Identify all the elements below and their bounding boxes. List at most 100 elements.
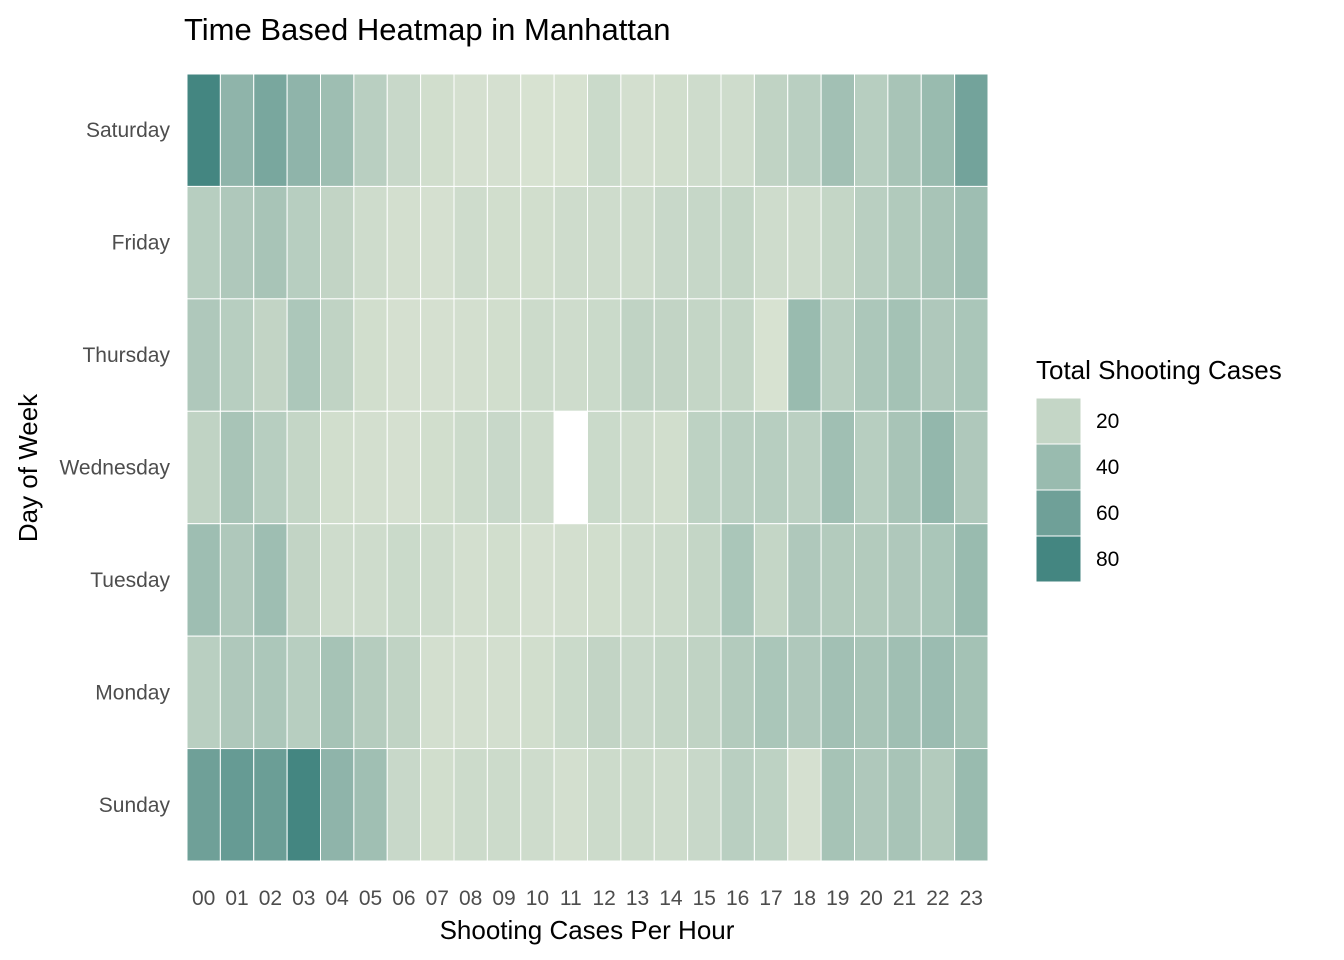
x-tick-label: 18 [793, 887, 816, 910]
heatmap-cell [720, 523, 755, 637]
heatmap-cell [854, 523, 889, 637]
x-tick-label: 04 [326, 887, 350, 910]
heatmap-cell [720, 410, 755, 525]
heatmap-cell [687, 73, 722, 187]
heatmap-cell [420, 298, 455, 412]
heatmap-cell [954, 73, 989, 187]
heatmap-cell [620, 748, 655, 862]
heatmap-cell [286, 748, 321, 862]
heatmap-cell [286, 410, 321, 525]
x-tick-label: 07 [426, 887, 449, 910]
heatmap-cell [386, 73, 422, 187]
heatmap-cell [687, 523, 722, 637]
legend-title: Total Shooting Cases [1036, 355, 1282, 385]
heatmap-cell [620, 635, 655, 750]
heatmap-cell [353, 185, 388, 300]
heatmap-cell [453, 523, 488, 637]
heatmap-cell [420, 73, 455, 187]
heatmap-cell [219, 298, 255, 412]
x-tick-label: 00 [192, 887, 215, 910]
heatmap-cell [186, 298, 221, 412]
heatmap-cell [920, 748, 956, 862]
heatmap-cell [386, 298, 422, 412]
heatmap-cell [787, 748, 822, 862]
x-axis-title: Shooting Cases Per Hour [440, 915, 735, 945]
heatmap-cell [286, 635, 321, 750]
heatmap-cell [420, 748, 455, 862]
heatmap-cell [353, 523, 388, 637]
x-tick-label: 06 [392, 887, 415, 910]
heatmap-cell [386, 635, 422, 750]
x-tick-label: 11 [560, 887, 582, 910]
y-tick-label: Saturday [86, 119, 171, 142]
heatmap-cell [820, 635, 855, 750]
heatmap-cell [320, 298, 355, 412]
x-tick-label: 01 [225, 887, 248, 910]
x-tick-label: 22 [926, 887, 949, 910]
heatmap-cell [353, 410, 388, 525]
heatmap-cell [753, 185, 789, 300]
heatmap-cell [186, 410, 221, 525]
heatmap-cell [720, 748, 755, 862]
heatmap-cell [253, 635, 288, 750]
heatmap-cell [253, 73, 288, 187]
heatmap-cell [219, 185, 255, 300]
x-axis-ticks: 00 01 02 03 04 05 06 07 08 09 10 11 12 13 14 15 16 17 18 19… [192, 887, 983, 910]
heatmap-cell [353, 298, 388, 412]
heatmap-cell [887, 185, 922, 300]
heatmap-cell [453, 635, 488, 750]
heatmap-cell [787, 523, 822, 637]
heatmap-cell [854, 73, 889, 187]
heatmap-cell [620, 298, 655, 412]
legend-key-swatch [1035, 535, 1082, 583]
chart-title: Time Based Heatmap in Manhattan [184, 12, 671, 47]
legend-key-swatch [1035, 489, 1082, 537]
heatmap-cell [687, 748, 722, 862]
heatmap-cell [920, 185, 956, 300]
heatmap-cell [787, 73, 822, 187]
heatmap-cell [587, 298, 622, 412]
x-tick-label: 08 [459, 887, 482, 910]
heatmap-cell [253, 185, 288, 300]
heatmap-cell [587, 748, 622, 862]
heatmap-cell [653, 185, 689, 300]
heatmap-cell [386, 748, 422, 862]
heatmap-cell [486, 185, 522, 300]
heatmap-cell [820, 748, 855, 862]
heatmap-cell [520, 748, 555, 862]
heatmap-cell [653, 523, 689, 637]
heatmap-cell [587, 523, 622, 637]
heatmap-cell [887, 410, 922, 525]
legend-key-label: 80 [1096, 548, 1119, 571]
heatmap-cell [320, 410, 355, 525]
heatmap-cell [553, 635, 588, 750]
heatmap-cell [753, 410, 789, 525]
y-tick-label: Thursday [82, 344, 170, 367]
heatmap-cell [620, 185, 655, 300]
heatmap-cell [553, 73, 588, 187]
heatmap-cell [453, 73, 488, 187]
heatmap-cell [653, 410, 689, 525]
heatmap-cells [186, 73, 989, 862]
heatmap-cell [253, 748, 288, 862]
legend-key-label: 60 [1096, 502, 1119, 525]
heatmap-cell [353, 635, 388, 750]
heatmap-cell [854, 635, 889, 750]
heatmap-cell [520, 298, 555, 412]
heatmap-cell [486, 73, 522, 187]
x-tick-label: 20 [860, 887, 883, 910]
heatmap-cell [553, 298, 588, 412]
heatmap-cell [186, 185, 221, 300]
x-tick-label: 09 [492, 887, 515, 910]
heatmap-cell [219, 748, 255, 862]
heatmap-cell [520, 635, 555, 750]
heatmap-cell [587, 410, 622, 525]
color-legend: Total Shooting Cases 20 40 60 80 [1035, 355, 1282, 583]
heatmap-cell [553, 410, 588, 525]
heatmap-cell [186, 748, 221, 862]
heatmap-cell [687, 410, 722, 525]
heatmap-cell [787, 635, 822, 750]
heatmap-cell [320, 635, 355, 750]
heatmap-cell [820, 185, 855, 300]
